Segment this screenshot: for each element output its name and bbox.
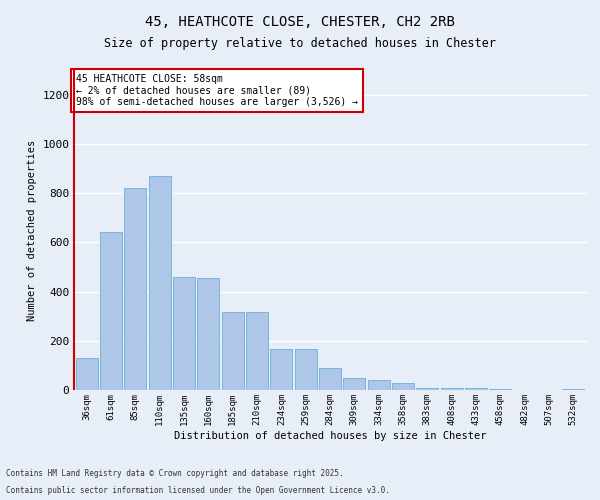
Bar <box>416 388 439 390</box>
Bar <box>368 380 389 390</box>
Y-axis label: Number of detached properties: Number of detached properties <box>26 140 37 320</box>
Bar <box>295 350 317 390</box>
Bar <box>271 350 292 390</box>
Bar <box>392 382 414 390</box>
Text: Contains public sector information licensed under the Open Government Licence v3: Contains public sector information licen… <box>6 486 390 495</box>
Bar <box>221 312 244 390</box>
Bar <box>246 312 268 390</box>
Bar <box>441 388 463 390</box>
Bar <box>490 389 511 390</box>
Bar <box>173 277 195 390</box>
Bar <box>124 188 146 390</box>
Bar <box>149 176 170 390</box>
Bar <box>76 358 98 390</box>
Text: 45 HEATHCOTE CLOSE: 58sqm
← 2% of detached houses are smaller (89)
98% of semi-d: 45 HEATHCOTE CLOSE: 58sqm ← 2% of detach… <box>76 74 358 108</box>
Text: 45, HEATHCOTE CLOSE, CHESTER, CH2 2RB: 45, HEATHCOTE CLOSE, CHESTER, CH2 2RB <box>145 15 455 29</box>
Bar <box>343 378 365 390</box>
Bar <box>319 368 341 390</box>
X-axis label: Distribution of detached houses by size in Chester: Distribution of detached houses by size … <box>174 430 486 440</box>
Bar <box>562 389 584 390</box>
Text: Contains HM Land Registry data © Crown copyright and database right 2025.: Contains HM Land Registry data © Crown c… <box>6 468 344 477</box>
Text: Size of property relative to detached houses in Chester: Size of property relative to detached ho… <box>104 38 496 51</box>
Bar <box>197 278 219 390</box>
Bar <box>465 388 487 390</box>
Bar <box>100 232 122 390</box>
